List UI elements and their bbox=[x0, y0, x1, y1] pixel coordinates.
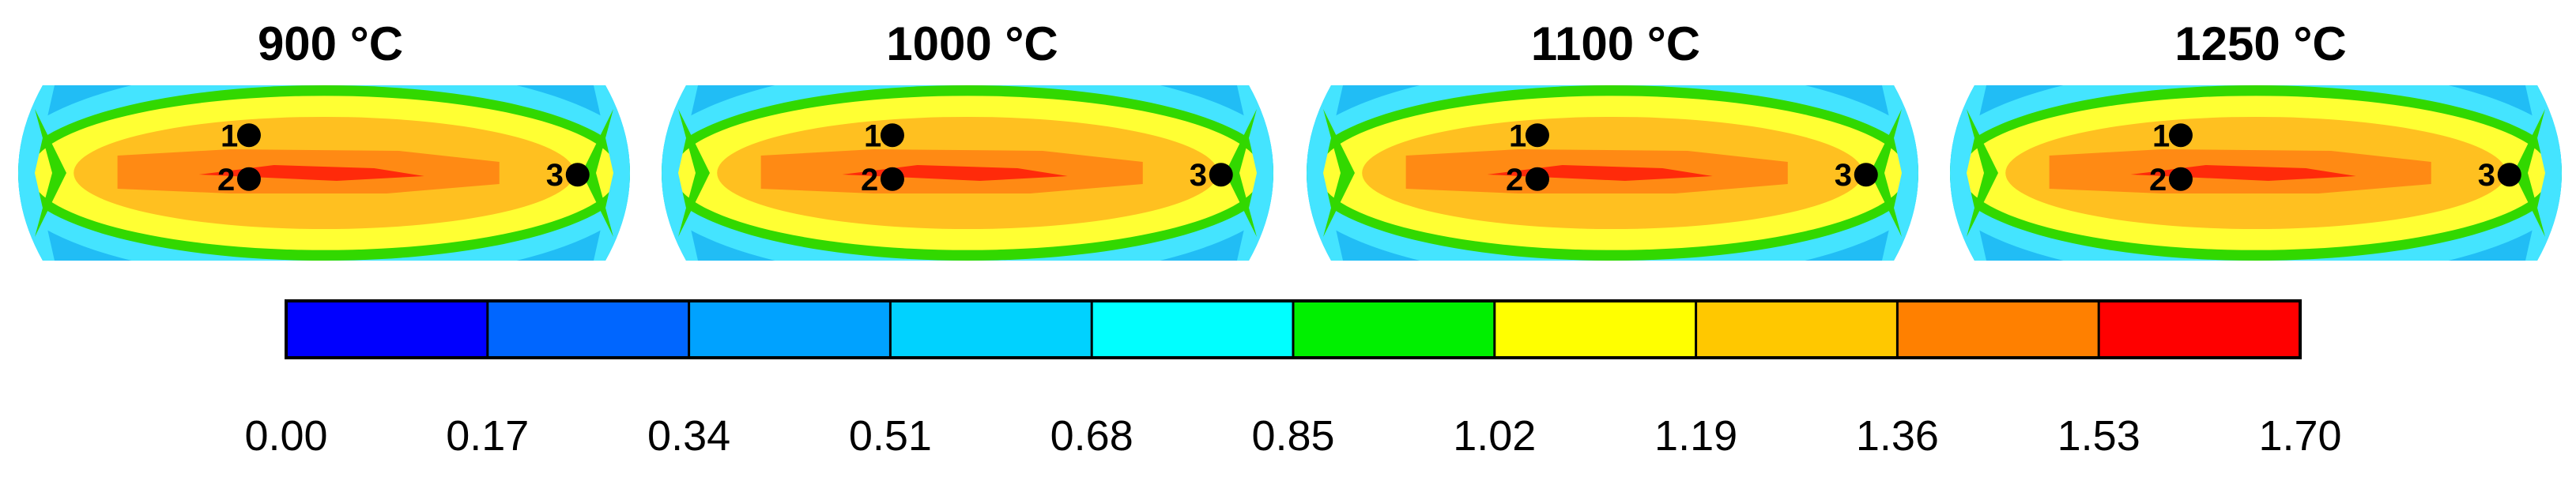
colorbar-cell-6 bbox=[1494, 301, 1697, 358]
left-green-streak bbox=[678, 109, 710, 237]
point-label: 3 bbox=[1190, 158, 1207, 193]
point-label: 2 bbox=[1506, 163, 1523, 197]
stress-field bbox=[662, 85, 1273, 261]
point-label: 2 bbox=[861, 163, 878, 197]
point-label: 2 bbox=[2149, 163, 2167, 197]
left-green-streak bbox=[35, 109, 66, 237]
point-label: 1 bbox=[864, 118, 881, 153]
colorbar-cells bbox=[286, 301, 2301, 358]
panel-3: 1100 °C 1 2 3 bbox=[1307, 17, 1918, 261]
colorbar-cell-7 bbox=[1695, 301, 1898, 358]
measurement-point-3 bbox=[1209, 163, 1233, 187]
measurement-point-1 bbox=[1525, 123, 1549, 148]
colorbar-cell-3 bbox=[890, 301, 1092, 358]
colorbar-tick-labels: 0.00 0.17 0.34 0.51 0.68 0.85 1.02 1.19 1.36 1.53… bbox=[244, 412, 2341, 460]
measurement-point-1 bbox=[236, 123, 261, 148]
colorbar-tick-8: 1.36 bbox=[1856, 412, 1939, 460]
colorbar-cell-9 bbox=[2099, 301, 2301, 358]
stress-field bbox=[1307, 85, 1918, 261]
colorbar-frame bbox=[285, 299, 2302, 359]
colorbar-tick-1: 0.17 bbox=[446, 412, 529, 460]
panel-title: 1100 °C bbox=[1531, 17, 1700, 70]
point-label: 1 bbox=[1509, 118, 1526, 153]
measurement-point-2 bbox=[880, 167, 904, 191]
stress-field bbox=[1950, 85, 2562, 261]
measurement-point-1 bbox=[880, 123, 904, 148]
point-label: 1 bbox=[2152, 118, 2170, 153]
measurement-point-3 bbox=[1854, 163, 1878, 187]
colorbar-cell-4 bbox=[1092, 301, 1294, 358]
left-green-streak bbox=[1323, 109, 1355, 237]
point-label: 3 bbox=[546, 158, 564, 193]
panel-2: 1000 °C 1 2 3 bbox=[662, 17, 1273, 261]
panel-4: 1250 °C 1 2 3 bbox=[1950, 17, 2562, 261]
colorbar-tick-0: 0.00 bbox=[244, 412, 327, 460]
left-green-streak bbox=[1967, 109, 1998, 237]
colorbar-cell-8 bbox=[1897, 301, 2099, 358]
panel-title: 1250 °C bbox=[2174, 17, 2346, 70]
colorbar-tick-5: 0.85 bbox=[1251, 412, 1334, 460]
colorbar-tick-10: 1.70 bbox=[2258, 412, 2341, 460]
measurement-point-3 bbox=[565, 163, 590, 187]
colorbar-cell-1 bbox=[487, 301, 690, 358]
colorbar-tick-6: 1.02 bbox=[1453, 412, 1536, 460]
measurement-point-1 bbox=[2168, 123, 2193, 148]
panel-title: 1000 °C bbox=[886, 17, 1058, 70]
colorbar-cell-2 bbox=[688, 301, 891, 358]
colorbar-tick-9: 1.53 bbox=[2057, 412, 2140, 460]
panel-1: 900 °C 1 2 3 bbox=[18, 17, 630, 261]
point-label: 2 bbox=[217, 163, 235, 197]
measurement-point-2 bbox=[236, 167, 261, 191]
colorbar-cell-5 bbox=[1293, 301, 1495, 358]
point-label: 3 bbox=[1835, 158, 1852, 193]
panel-title: 900 °C bbox=[258, 17, 403, 70]
measurement-point-2 bbox=[1525, 167, 1549, 191]
colorbar-cell-0 bbox=[286, 301, 488, 358]
point-label: 1 bbox=[221, 118, 238, 153]
panels-group: 900 °C 1 2 3 1000 °C 1 2 3 1100 °C 1 2 3 1250 °C 1 2 3 bbox=[18, 17, 2562, 261]
colorbar-tick-3: 0.51 bbox=[849, 412, 932, 460]
colorbar: 0.00 0.17 0.34 0.51 0.68 0.85 1.02 1.19 1.36 1.53… bbox=[244, 299, 2342, 460]
colorbar-tick-4: 0.68 bbox=[1050, 412, 1133, 460]
colorbar-tick-7: 1.19 bbox=[1654, 412, 1737, 460]
point-label: 3 bbox=[2478, 158, 2495, 193]
measurement-point-2 bbox=[2168, 167, 2193, 191]
colorbar-tick-2: 0.34 bbox=[647, 412, 730, 460]
measurement-point-3 bbox=[2497, 163, 2521, 187]
